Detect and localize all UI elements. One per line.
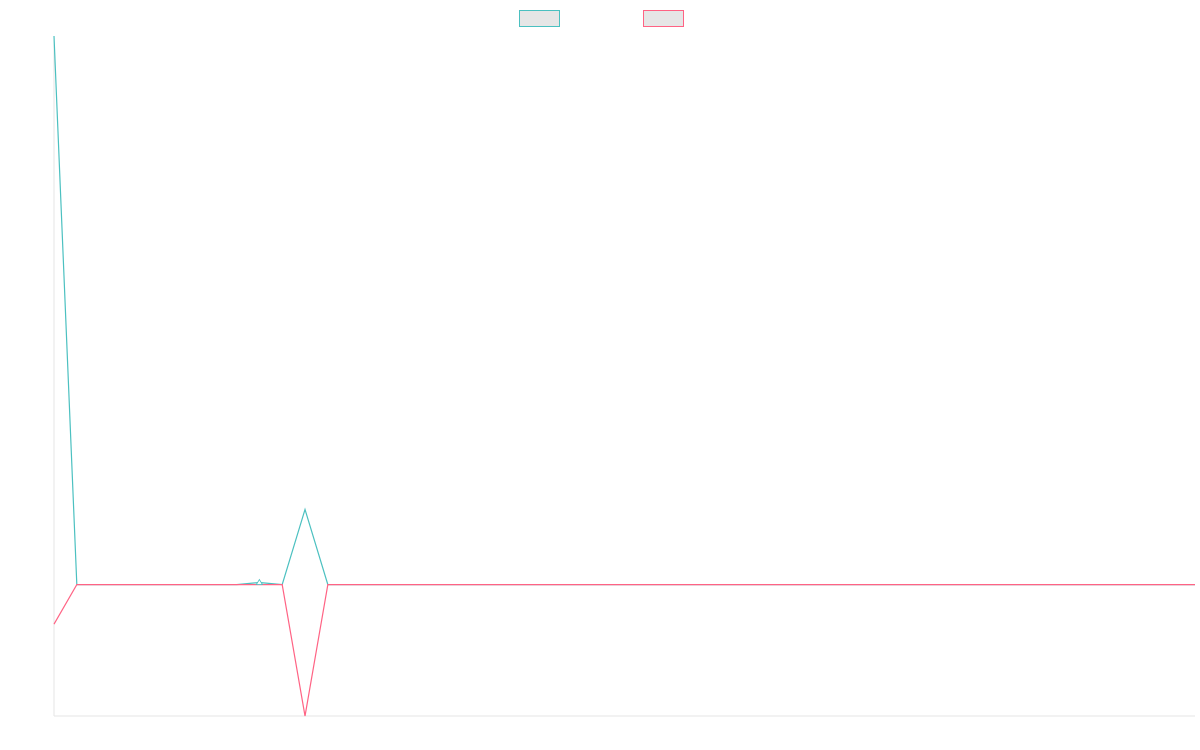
axes [53, 36, 1195, 717]
legend-swatch-2 [643, 10, 684, 27]
legend-item-2[interactable] [643, 10, 684, 27]
legend [519, 10, 684, 27]
legend-swatch-1 [519, 10, 560, 27]
series-1-line [53, 35, 1195, 586]
series-2-line [53, 583, 1195, 717]
series-1-point [255, 578, 264, 585]
series-layer [53, 35, 1195, 717]
legend-item-1[interactable] [519, 10, 560, 27]
series-2 [53, 583, 1195, 717]
series-1 [53, 35, 1195, 586]
